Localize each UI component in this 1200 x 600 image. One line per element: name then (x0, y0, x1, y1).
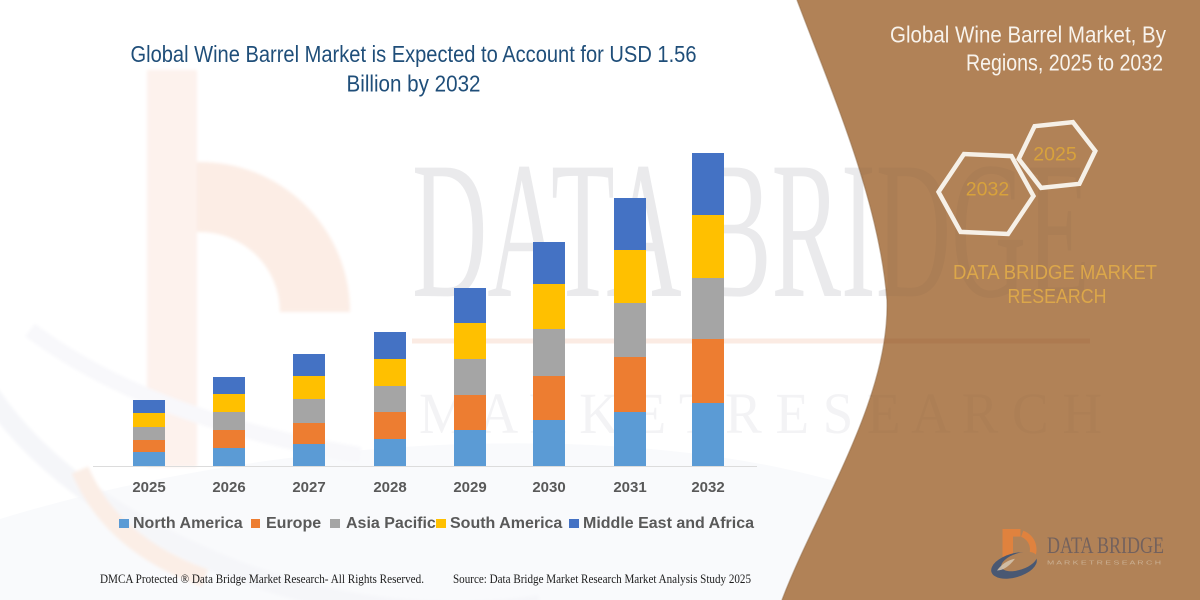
svg-text:DATA BRIDGE: DATA BRIDGE (412, 122, 1090, 339)
svg-text:2032: 2032 (966, 179, 1009, 201)
svg-text:Regions, 2025 to 2032: Regions, 2025 to 2032 (966, 50, 1163, 76)
svg-text:RESEARCH: RESEARCH (1008, 286, 1107, 308)
svg-text:DMCA Protected ® Data Bridge M: DMCA Protected ® Data Bridge Market Rese… (100, 572, 424, 586)
svg-text:Billion by 2032: Billion by 2032 (347, 71, 481, 97)
svg-text:DATA BRIDGE: DATA BRIDGE (1047, 533, 1164, 558)
svg-text:Global Wine Barrel Market is E: Global Wine Barrel Market is Expected to… (131, 41, 697, 67)
svg-text:M A R K E T R E S E A R C H: M A R K E T R E S E A R C H (1047, 561, 1161, 567)
svg-text:Global Wine Barrel Market, By: Global Wine Barrel Market, By (890, 22, 1166, 48)
svg-text:Source: Data Bridge Market Res: Source: Data Bridge Market Research Mark… (453, 572, 751, 586)
svg-text:2025: 2025 (1033, 144, 1077, 166)
svg-text:DATA BRIDGE MARKET: DATA BRIDGE MARKET (953, 262, 1157, 284)
svg-text:M A R K E T R E S E A R C H: M A R K E T R E S E A R C H (419, 381, 1102, 446)
